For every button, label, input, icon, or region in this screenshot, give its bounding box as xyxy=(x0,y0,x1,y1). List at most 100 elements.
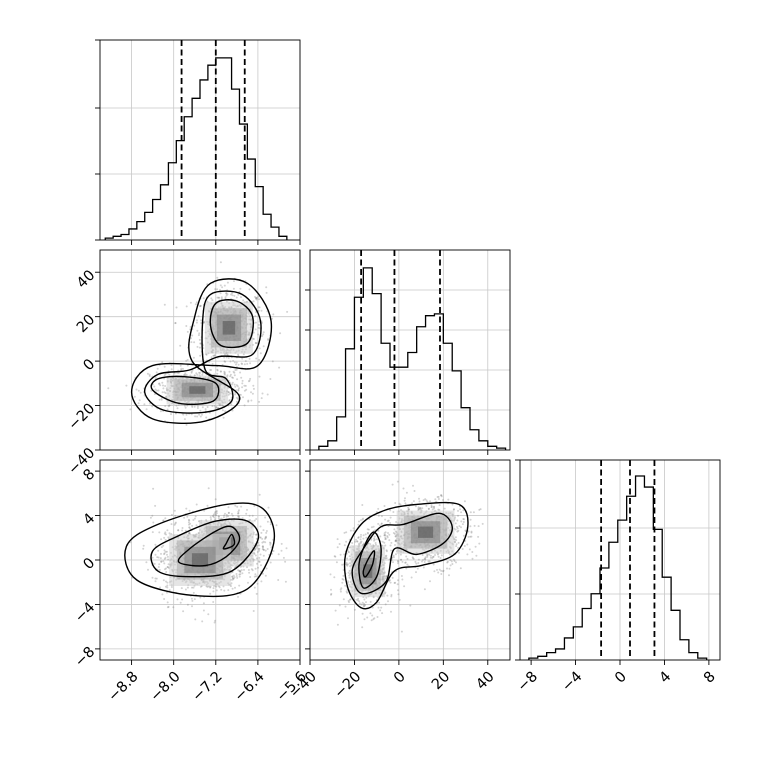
scatter-p1-p3-point xyxy=(209,585,212,588)
scatter-p2-p3-point xyxy=(359,542,362,545)
scatter-p2-p3-point xyxy=(365,596,368,599)
scatter-p1-p2-point xyxy=(222,416,225,419)
scatter-p1-p3-point xyxy=(267,506,270,509)
scatter-p2-p3-point xyxy=(346,591,349,594)
scatter-p1-p3-point xyxy=(237,569,240,572)
hist-param2-frame xyxy=(309,249,511,451)
scatter-p2-p3-point xyxy=(461,523,464,526)
scatter-p1-p3-point xyxy=(238,584,241,587)
scatter-p1-p3-point xyxy=(214,619,217,622)
scatter-p2-p3-point xyxy=(380,515,383,518)
scatter-p2-p3-contour-0 xyxy=(362,550,376,578)
scatter-p2-p3-point xyxy=(417,562,420,564)
scatter-p1-p3-point xyxy=(159,557,162,560)
scatter-p2-p3-density-block xyxy=(418,526,434,538)
scatter-p1-p3-ytick-label-1: −4 xyxy=(72,600,98,626)
scatter-p2-p3-point xyxy=(454,541,457,544)
scatter-p1-p3-point xyxy=(223,514,226,517)
scatter-p1-p2-point xyxy=(225,292,228,295)
scatter-p1-p2-point xyxy=(226,353,229,356)
scatter-p2-p3-point xyxy=(449,564,452,567)
scatter-p1-p3-point xyxy=(255,518,258,520)
scatter-p1-p2-point xyxy=(198,338,201,341)
scatter-p2-p3-point xyxy=(394,535,397,538)
scatter-p1-p3-point xyxy=(167,605,170,608)
scatter-p2-p3-point xyxy=(357,597,360,600)
scatter-p1-p3-point xyxy=(231,577,234,580)
scatter-p1-p3-point xyxy=(262,529,265,532)
scatter-p1-p2-point xyxy=(237,363,240,366)
scatter-p2-p3-point xyxy=(330,592,333,595)
scatter-p1-p3-point xyxy=(227,512,230,514)
scatter-p1-p2-point xyxy=(226,281,229,284)
scatter-p1-p3-point xyxy=(243,568,245,571)
scatter-p1-p3-point xyxy=(227,515,230,518)
scatter-p1-p2-point xyxy=(161,381,164,384)
scatter-p1-p3-point xyxy=(194,618,197,621)
scatter-p2-p3-point xyxy=(384,577,387,580)
scatter-p2-p3-point xyxy=(469,535,472,538)
scatter-p1-p3-point xyxy=(180,587,183,590)
scatter-p1-p3-point xyxy=(167,563,170,566)
scatter-p1-p3-point xyxy=(272,550,275,552)
scatter-p1-p2-point xyxy=(163,377,166,380)
scatter-p1-p3-point xyxy=(206,504,209,507)
scatter-p2-p3-point xyxy=(406,557,409,560)
scatter-p2-p3-point xyxy=(370,526,373,529)
scatter-p1-p2-point xyxy=(265,291,268,294)
scatter-p1-p2-point xyxy=(219,404,222,407)
scatter-p1-p3-point xyxy=(277,579,280,581)
scatter-p1-p2-point xyxy=(139,391,142,394)
scatter-p1-p3-point xyxy=(215,510,218,513)
scatter-p1-p3-point xyxy=(214,498,217,501)
scatter-p2-p3-point xyxy=(456,519,459,522)
scatter-p1-p2-point xyxy=(215,406,218,409)
scatter-p1-p2-point xyxy=(254,328,257,331)
scatter-p1-p3-point xyxy=(232,577,235,580)
scatter-p1-p2-point xyxy=(137,402,140,405)
scatter-p1-p3-point xyxy=(266,548,269,550)
scatter-p1-p3-point xyxy=(155,577,158,580)
scatter-p2-p3-point xyxy=(384,603,387,606)
scatter-p2-p3-point xyxy=(431,508,434,511)
scatter-p2-p3-point xyxy=(405,555,408,558)
scatter-p2-p3-point xyxy=(475,554,478,557)
scatter-p1-p3-point xyxy=(222,516,225,519)
scatter-p1-p2-point xyxy=(251,392,254,395)
scatter-p1-p3-point xyxy=(237,516,240,519)
scatter-p2-p3-point xyxy=(342,598,345,601)
scatter-p2-p3-point xyxy=(430,505,433,508)
scatter-p2-p3-point xyxy=(448,574,450,577)
scatter-p1-p3-point xyxy=(167,536,170,539)
scatter-p2-p3-point xyxy=(390,595,393,598)
scatter-p1-p2-contour-3 xyxy=(130,278,273,424)
scatter-p2-p3-point xyxy=(371,614,374,617)
scatter-p2-p3-point xyxy=(373,617,376,620)
scatter-p1-p3-point xyxy=(214,514,217,517)
scatter-p2-p3-point xyxy=(347,599,350,602)
scatter-p1-p2-point xyxy=(107,387,110,390)
scatter-p2-p3-point xyxy=(347,550,350,553)
scatter-p2-p3-point xyxy=(339,588,342,591)
scatter-p1-p3-point xyxy=(270,546,273,549)
scatter-p1-p3-xtick-label-3: −6.4 xyxy=(232,669,268,705)
scatter-p1-p3-point xyxy=(164,517,167,520)
scatter-p1-p2-point xyxy=(196,407,199,409)
scatter-p1-p2-point xyxy=(163,391,166,394)
scatter-p1-p2-point xyxy=(229,360,232,363)
scatter-p2-p3-point xyxy=(446,561,449,564)
scatter-p1-p2-point xyxy=(198,305,201,308)
scatter-p1-p2-point xyxy=(190,337,192,340)
scatter-p2-p3-point xyxy=(446,567,448,570)
scatter-p1-p2-point xyxy=(190,413,193,416)
scatter-p1-p2-point xyxy=(193,405,196,408)
scatter-p1-p2-point xyxy=(219,370,222,373)
hist-param2-axes xyxy=(309,250,510,451)
scatter-p1-p3-point xyxy=(162,560,165,563)
scatter-p2-p3-point xyxy=(390,610,392,613)
scatter-p1-p2-point xyxy=(252,300,255,303)
scatter-p2-p3-point xyxy=(407,508,410,511)
scatter-p2-p3-point xyxy=(367,532,370,535)
scatter-p2-p3-point xyxy=(358,542,361,545)
scatter-p1-p3-point xyxy=(188,526,191,529)
